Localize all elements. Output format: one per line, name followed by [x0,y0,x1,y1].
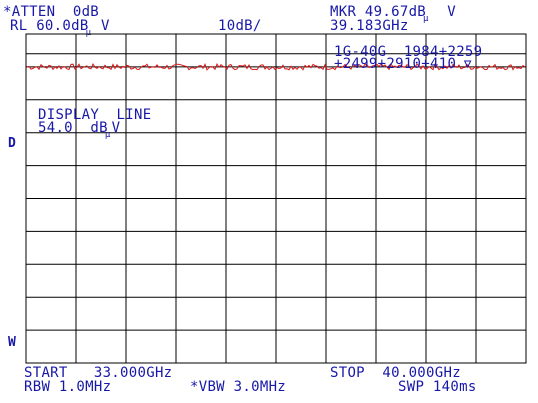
start-label: START [24,365,68,381]
start-value: 33.000GHz [93,365,173,381]
measurement-trace [26,63,526,71]
marker-readout: MKR 49.67dBμ V [330,4,456,24]
rl-value: 60.0dB [36,18,89,34]
start-frequency: START 33.000GHz [24,366,172,380]
detector-marker-w: W [8,335,16,350]
reference-level-readout: RL 60.0dBμ V [10,18,110,38]
detector-marker-d: D [8,136,16,151]
rl-label: RL [10,18,28,34]
atten-label: *ATTEN [3,4,56,20]
grid-lines [25,33,527,364]
vbw-label: *VBW [190,379,225,395]
scale-readout: 10dB/ [218,18,262,34]
display-line-label: DISPLAY LINE [38,107,152,123]
display-line-readout: 54.0 dBμV [38,120,121,140]
rl-unit-subscript: μ [85,28,92,38]
rbw-value: 1.0MHz [58,379,112,395]
swp-label: SWP [398,379,425,395]
vbw-value: 3.0MHz [233,379,287,395]
sweep-time: SWP 140ms [398,380,477,394]
mkr-unit: V [447,4,456,20]
mkr-value: 49.67dB [364,4,427,20]
marker-diamond [463,60,472,69]
swp-value: 140ms [432,379,477,395]
rbw-label: RBW [24,379,51,395]
display-line-unit-suffix: V [111,120,121,136]
frequency-annotation-line1: 1G-40G 1984+2259 [334,44,483,60]
stop-value: 40.000GHz [382,365,461,381]
atten-readout: *ATTEN 0dB [3,5,99,19]
display-line-subscript: μ [104,130,111,140]
marker-frequency: 39.183GHz [330,18,409,34]
display-line-unit: dB [90,120,108,136]
marker-symbol [463,60,472,69]
stop-frequency: STOP 40.000GHz [330,366,461,380]
stop-label: STOP [330,365,365,381]
resolution-bandwidth: RBW 1.0MHz [24,380,111,394]
display-line-value: 54.0 [38,120,73,136]
frequency-annotation-line2: +2499+2910+410 [334,56,457,72]
mkr-label: MKR [330,4,357,20]
mkr-unit-subscript: μ [423,14,429,24]
atten-value: 0dB [72,4,100,20]
rl-unit: V [101,18,110,34]
video-bandwidth: *VBW 3.0MHz [190,380,286,394]
